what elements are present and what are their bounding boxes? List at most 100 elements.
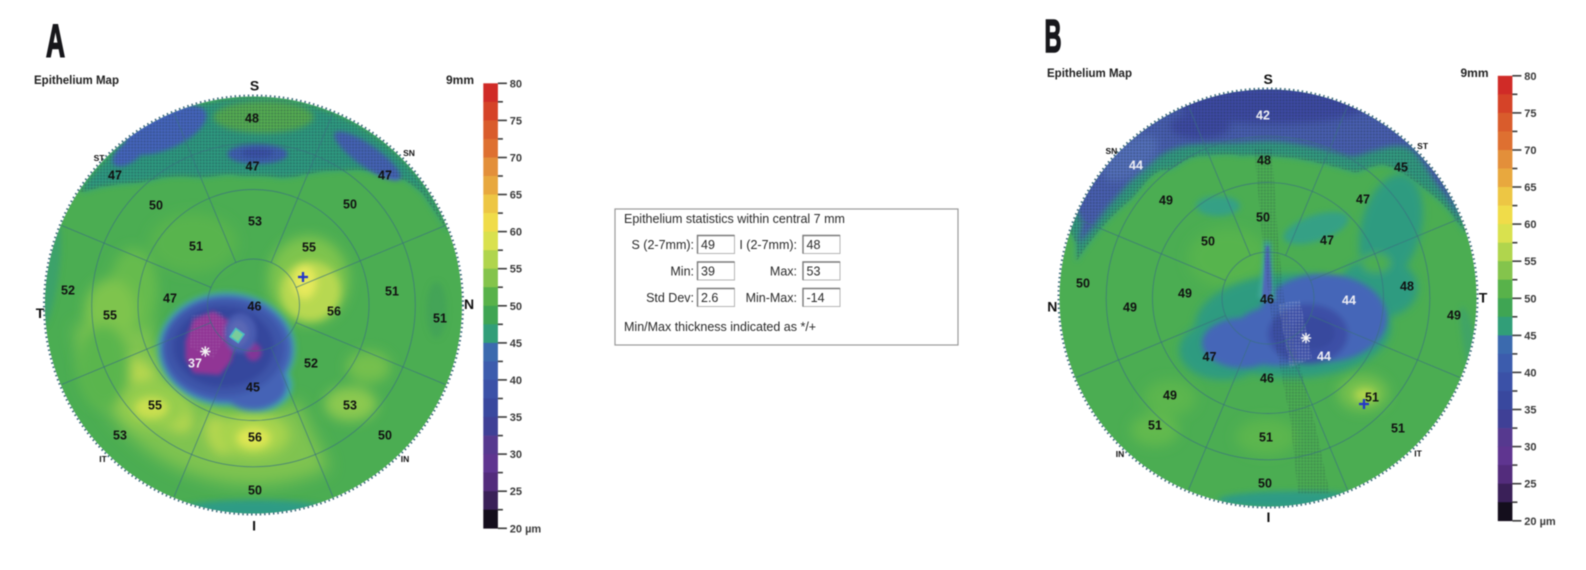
svg-text:25: 25 [1524,479,1536,491]
svg-text:IT: IT [99,454,107,464]
svg-text:B: B [1045,10,1062,62]
svg-text:Epithelium Map: Epithelium Map [1047,68,1132,80]
svg-text:IN: IN [1116,449,1125,459]
svg-text:I: I [252,518,256,534]
svg-text:51: 51 [189,240,203,254]
svg-text:53: 53 [807,265,821,279]
svg-text:45: 45 [1524,330,1536,342]
svg-text:48: 48 [807,238,821,252]
svg-text:51: 51 [1391,422,1405,436]
svg-text:49: 49 [1159,194,1173,208]
svg-text:S (2-7mm):: S (2-7mm): [632,238,695,252]
svg-text:55: 55 [103,309,117,323]
svg-text:20 µm: 20 µm [1524,516,1556,528]
svg-text:70: 70 [1524,145,1536,157]
svg-text:Epithelium statistics within c: Epithelium statistics within central 7 m… [624,212,845,226]
svg-text:47: 47 [1320,234,1334,248]
svg-text:56: 56 [248,431,262,445]
svg-text:T: T [36,305,45,321]
svg-text:56: 56 [327,305,341,319]
svg-text:47: 47 [108,169,122,183]
svg-text:Max:: Max: [770,265,797,279]
svg-text:51: 51 [1365,391,1379,405]
svg-text:39: 39 [701,265,715,279]
svg-text:45: 45 [1394,161,1408,175]
svg-text:30: 30 [510,449,522,461]
svg-text:45: 45 [246,381,260,395]
svg-text:49: 49 [1178,287,1192,301]
svg-text:51: 51 [1148,419,1162,433]
svg-text:S: S [1264,71,1273,87]
svg-text:40: 40 [1524,367,1536,379]
svg-text:53: 53 [113,429,127,443]
svg-text:20 µm: 20 µm [510,523,542,535]
svg-text:51: 51 [1259,431,1273,445]
svg-text:46: 46 [1260,372,1274,386]
svg-text:49: 49 [1163,389,1177,403]
svg-text:50: 50 [1076,277,1090,291]
svg-text:47: 47 [1356,193,1370,207]
svg-text:49: 49 [1447,309,1461,323]
svg-text:50: 50 [149,199,163,213]
svg-text:Min-Max:: Min-Max: [746,291,797,305]
svg-text:T: T [1479,290,1488,306]
svg-text:46: 46 [1260,293,1274,307]
svg-text:47: 47 [378,169,392,183]
svg-text:75: 75 [510,115,522,127]
svg-text:35: 35 [1524,405,1536,417]
svg-text:51: 51 [433,312,447,326]
svg-text:44: 44 [1129,159,1143,173]
svg-text:52: 52 [61,284,75,298]
svg-text:25: 25 [510,486,522,498]
svg-text:S: S [250,78,259,94]
svg-text:IN: IN [401,454,410,464]
svg-text:ST: ST [1417,141,1429,151]
svg-text:70: 70 [510,153,522,165]
svg-text:48: 48 [1257,154,1271,168]
svg-text:44: 44 [1317,350,1331,364]
svg-text:IT: IT [1414,449,1422,459]
svg-text:I: I [1266,509,1270,525]
svg-text:47: 47 [163,292,177,306]
svg-text:30: 30 [1524,442,1536,454]
svg-text:53: 53 [343,399,357,413]
svg-text:48: 48 [1400,280,1414,294]
svg-text:50: 50 [1201,235,1215,249]
svg-text:48: 48 [245,112,259,126]
svg-text:2.6: 2.6 [701,291,718,305]
svg-text:Epithelium Map: Epithelium Map [34,75,119,87]
svg-text:50: 50 [248,484,262,498]
svg-text:52: 52 [304,357,318,371]
svg-text:35: 35 [510,412,522,424]
svg-text:53: 53 [248,215,262,229]
svg-text:75: 75 [1524,108,1536,120]
svg-text:44: 44 [1342,294,1356,308]
svg-text:N: N [464,296,474,312]
svg-text:-14: -14 [807,291,825,305]
svg-text:46: 46 [248,300,262,314]
svg-text:SN: SN [403,148,415,158]
svg-text:9mm: 9mm [446,73,474,87]
svg-text:60: 60 [1524,219,1536,231]
svg-text:50: 50 [510,301,522,313]
svg-text:50: 50 [343,198,357,212]
svg-text:50: 50 [1256,211,1270,225]
svg-text:ST: ST [94,153,106,163]
svg-text:50: 50 [378,429,392,443]
svg-text:Min/Max thickness indicated as: Min/Max thickness indicated as */+ [624,320,816,334]
svg-text:SN: SN [1105,146,1117,156]
svg-text:47: 47 [246,160,260,174]
svg-text:80: 80 [510,78,522,90]
svg-text:A: A [46,15,65,67]
svg-text:51: 51 [385,285,399,299]
svg-text:42: 42 [1256,109,1270,123]
svg-text:55: 55 [302,241,316,255]
svg-text:60: 60 [510,227,522,239]
svg-text:Min:: Min: [670,265,694,279]
svg-text:55: 55 [148,399,162,413]
svg-text:45: 45 [510,338,522,350]
svg-text:Std Dev:: Std Dev: [646,291,694,305]
svg-text:47: 47 [1203,350,1217,364]
svg-text:I (2-7mm):: I (2-7mm): [739,238,797,252]
svg-text:49: 49 [1123,301,1137,315]
